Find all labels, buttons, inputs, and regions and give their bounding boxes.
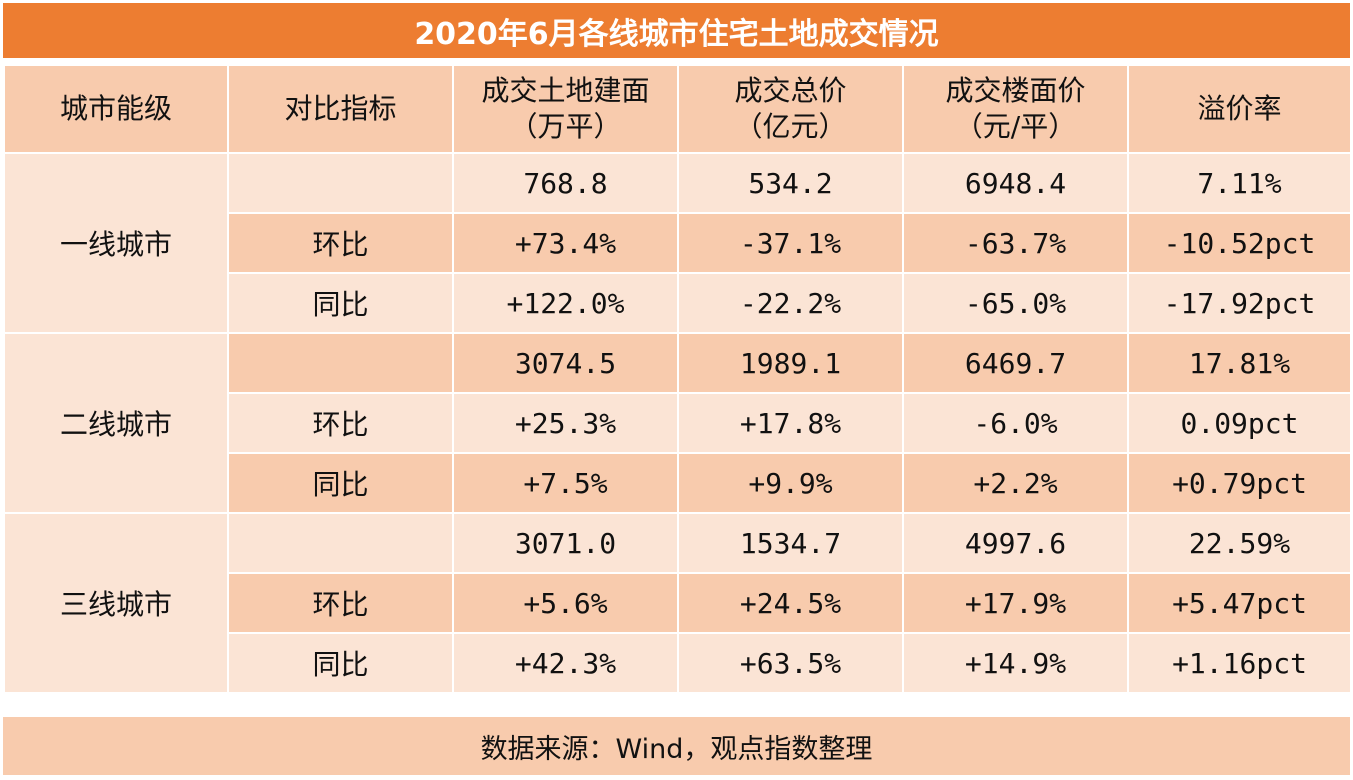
floor-price-cell: +2.2% [902,452,1129,514]
header-total-price: 成交总价 （亿元） [677,64,904,154]
header-floor-price-line2: （元/平） [954,110,1077,143]
header-indicator-label: 对比指标 [284,92,397,125]
land-area-cell: +25.3% [452,392,679,454]
table-row: 环比 +25.3% +17.8% -6.0% 0.09pct [4,392,1352,454]
header-city-level-label: 城市能级 [59,92,172,125]
floor-price-cell: 4997.6 [902,512,1129,574]
premium-rate-cell: 7.11% [1127,152,1352,214]
header-premium-rate: 溢价率 [1127,64,1352,154]
total-price-cell: 1989.1 [677,332,904,394]
floor-price-cell: 6469.7 [902,332,1129,394]
premium-rate-cell: 22.59% [1127,512,1352,574]
table-row: 环比 +5.6% +24.5% +17.9% +5.47pct [4,572,1352,634]
floor-price-cell: -65.0% [902,272,1129,334]
table-title: 2020年6月各线城市住宅土地成交情况 [3,3,1350,58]
indicator-cell: 环比 [227,392,454,454]
land-area-cell: 3071.0 [452,512,679,574]
premium-rate-cell: +5.47pct [1127,572,1352,634]
floor-price-cell: 6948.4 [902,152,1129,214]
floor-price-cell: +14.9% [902,632,1129,694]
indicator-cell: 同比 [227,452,454,514]
land-area-cell: +5.6% [452,572,679,634]
total-price-cell: 1534.7 [677,512,904,574]
land-area-cell: +122.0% [452,272,679,334]
header-total-price-line2: （亿元） [734,110,847,143]
land-transaction-table: 城市能级 对比指标 成交土地建面 （万平） 成交总价 （亿元） 成交楼面价 （元… [3,64,1352,694]
source-footer: 数据来源：Wind，观点指数整理 [3,717,1350,775]
floor-price-cell: -63.7% [902,212,1129,274]
indicator-cell [227,152,454,214]
land-area-cell: 3074.5 [452,332,679,394]
premium-rate-cell: -10.52pct [1127,212,1352,274]
land-area-cell: +42.3% [452,632,679,694]
indicator-cell: 同比 [227,632,454,694]
header-total-price-line1: 成交总价 [734,74,847,107]
table-row: 二线城市 3074.5 1989.1 6469.7 17.81% [3,332,1352,514]
header-land-area-line1: 成交土地建面 [481,74,650,107]
table-row: 同比 +122.0% -22.2% -65.0% -17.92pct [4,272,1352,334]
header-land-area: 成交土地建面 （万平） [452,64,679,154]
header-city-level: 城市能级 [3,64,229,154]
land-area-cell: +7.5% [452,452,679,514]
city-level-cell: 二线城市 [3,332,229,514]
total-price-cell: +17.8% [677,392,904,454]
indicator-cell [227,512,454,574]
premium-rate-cell: +1.16pct [1127,632,1352,694]
indicator-cell [227,332,454,394]
table-row: 同比 +7.5% +9.9% +2.2% +0.79pct [4,452,1352,514]
header-premium-rate-label: 溢价率 [1197,92,1282,125]
land-area-cell: 768.8 [452,152,679,214]
premium-rate-cell: 0.09pct [1127,392,1352,454]
land-area-cell: +73.4% [452,212,679,274]
header-land-area-line2: （万平） [509,110,622,143]
table-row: 一线城市 768.8 534.2 6948.4 7.11% [3,152,1352,334]
floor-price-cell: -6.0% [902,392,1129,454]
total-price-cell: 534.2 [677,152,904,214]
city-level-cell: 一线城市 [3,152,229,334]
indicator-cell: 环比 [227,572,454,634]
indicator-cell: 环比 [227,212,454,274]
city-level-cell: 三线城市 [3,512,229,694]
table-row: 同比 +42.3% +63.5% +14.9% +1.16pct [4,632,1352,694]
header-indicator: 对比指标 [227,64,454,154]
total-price-cell: +63.5% [677,632,904,694]
total-price-cell: -37.1% [677,212,904,274]
total-price-cell: +24.5% [677,572,904,634]
premium-rate-cell: 17.81% [1127,332,1352,394]
floor-price-cell: +17.9% [902,572,1129,634]
premium-rate-cell: -17.92pct [1127,272,1352,334]
table-row: 环比 +73.4% -37.1% -63.7% -10.52pct [4,212,1352,274]
header-floor-price-line1: 成交楼面价 [945,74,1086,107]
indicator-cell: 同比 [227,272,454,334]
table-row: 三线城市 3071.0 1534.7 4997.6 22.59% [3,512,1352,694]
premium-rate-cell: +0.79pct [1127,452,1352,514]
total-price-cell: -22.2% [677,272,904,334]
header-row: 城市能级 对比指标 成交土地建面 （万平） 成交总价 （亿元） 成交楼面价 （元… [3,64,1352,154]
header-floor-price: 成交楼面价 （元/平） [902,64,1129,154]
total-price-cell: +9.9% [677,452,904,514]
